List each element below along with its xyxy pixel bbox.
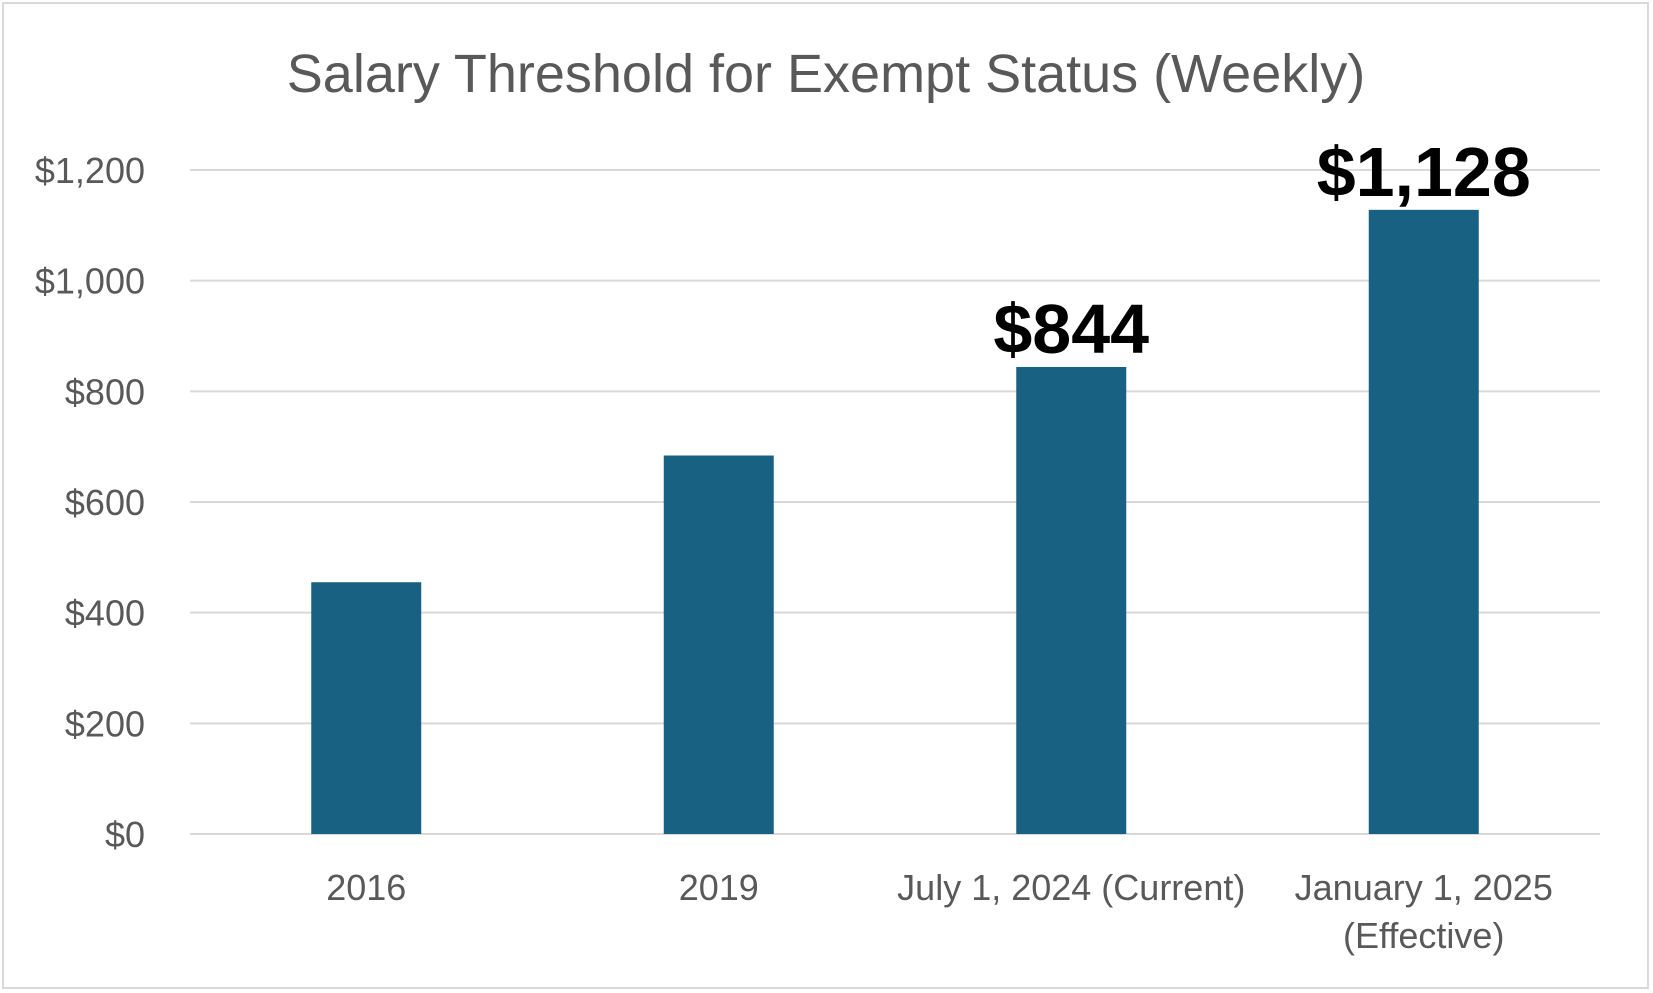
- x-category-label: July 1, 2024 (Current): [897, 867, 1245, 908]
- x-category-label: (Effective): [1343, 915, 1504, 956]
- x-category-label: 2019: [679, 867, 759, 908]
- x-category-label: January 1, 2025: [1295, 867, 1553, 908]
- bar: [1016, 366, 1127, 834]
- chart-title: Salary Threshold for Exempt Status (Week…: [287, 44, 1365, 104]
- y-axis-tick-labels: $0 $200 $400 $600 $800 $1,000 $1,200: [35, 150, 145, 855]
- bar: [1368, 209, 1479, 835]
- gridlines: [190, 169, 1600, 835]
- bar: [663, 455, 774, 834]
- x-axis-category-labels: 2016 2019 July 1, 2024 (Current) January 1,…: [326, 867, 1553, 956]
- bars: [311, 209, 1479, 835]
- y-tick-label: $400: [65, 593, 145, 634]
- y-tick-label: $1,200: [35, 150, 145, 191]
- x-category-label: 2016: [326, 867, 406, 908]
- bar: [311, 582, 422, 834]
- bar-value-label: $844: [993, 290, 1149, 368]
- y-tick-label: $600: [65, 482, 145, 523]
- bar-value-label: $1,128: [1317, 133, 1531, 211]
- data-labels: $844 $1,128: [993, 133, 1530, 368]
- y-tick-label: $0: [105, 814, 145, 855]
- y-tick-label: $800: [65, 371, 145, 412]
- y-tick-label: $200: [65, 703, 145, 744]
- y-tick-label: $1,000: [35, 261, 145, 302]
